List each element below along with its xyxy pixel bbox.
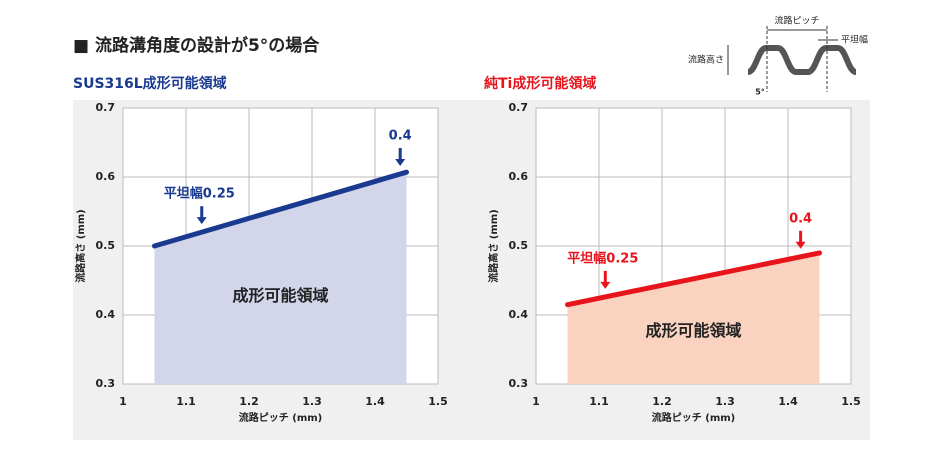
y-tick-label: 0.4 (96, 308, 116, 321)
annotation-label: 0.4 (789, 211, 812, 226)
x-tick-label: 1 (532, 395, 540, 408)
x-tick-label: 1.4 (778, 395, 798, 408)
annotation-label: 平坦幅0.25 (567, 250, 638, 266)
x-tick-label: 1.3 (302, 395, 322, 408)
diagram-label: 平坦幅 (841, 34, 868, 46)
annotation-arrow-head (395, 159, 406, 167)
y-tick-label: 0.5 (96, 239, 116, 252)
diagram-label: 流路ピッチ (774, 15, 819, 27)
x-axis-label: 流路ピッチ (mm) (652, 411, 735, 424)
diagram-label: 流路高さ (688, 54, 724, 66)
y-axis-label: 流路高さ (mm) (74, 209, 87, 282)
x-tick-label: 1.5 (841, 395, 861, 408)
x-tick-label: 1.1 (589, 395, 609, 408)
line (152, 169, 409, 249)
region-label: 成形可能領域 (232, 286, 328, 305)
y-tick-label: 0.7 (96, 101, 116, 114)
x-tick-label: 1.4 (365, 395, 385, 408)
x-tick-label: 1.2 (239, 395, 259, 408)
annotation-arrow-head (196, 217, 207, 225)
y-tick-label: 0.7 (509, 101, 529, 114)
y-tick-label: 0.3 (509, 377, 529, 390)
annotation-arrow-head (600, 281, 611, 289)
chart-title: 純Ti成形可能領域 (484, 75, 596, 92)
chart-title: SUS316L成形可能領域 (73, 75, 227, 92)
x-tick-label: 1 (119, 395, 127, 408)
annotation-arrow-head (795, 241, 806, 249)
diagram: 流路ピッチ 平坦幅 流路高さ 5° (688, 15, 868, 97)
x-tick-label: 1.2 (652, 395, 672, 408)
line (565, 250, 822, 308)
region-label: 成形可能領域 (645, 321, 741, 340)
diagram-label: 5° (755, 88, 765, 97)
x-tick-label: 1.1 (176, 395, 196, 408)
x-axis-label: 流路ピッチ (mm) (239, 411, 322, 424)
y-tick-label: 0.5 (509, 239, 529, 252)
x-tick-label: 1.5 (428, 395, 448, 408)
annotation-label: 平坦幅0.25 (164, 186, 235, 202)
y-axis-label: 流路高さ (mm) (487, 209, 500, 282)
area (154, 172, 407, 384)
y-tick-label: 0.3 (96, 377, 116, 390)
y-tick-label: 0.6 (96, 170, 116, 183)
y-tick-label: 0.6 (509, 170, 529, 183)
y-tick-label: 0.4 (509, 308, 529, 321)
page-title: ■ 流路溝角度の設計が5°の場合 (73, 35, 320, 56)
channel-wave (746, 45, 858, 75)
area (567, 252, 820, 384)
annotation-label: 0.4 (389, 129, 412, 144)
x-tick-label: 1.3 (715, 395, 735, 408)
